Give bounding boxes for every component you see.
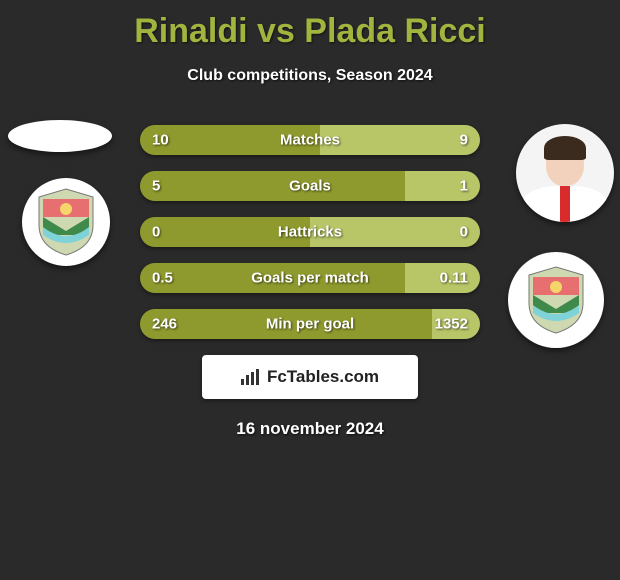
stat-row: 246 1352 Min per goal (0, 309, 620, 339)
stat-value-right: 0.11 (440, 270, 468, 287)
source-logo: FcTables.com (202, 355, 418, 399)
stat-row: 0 0 Hattricks (0, 217, 620, 247)
stat-label: Goals (289, 178, 331, 195)
stat-label: Matches (280, 132, 340, 149)
stat-label: Goals per match (251, 270, 369, 287)
page-title: Rinaldi vs Plada Ricci (0, 0, 620, 51)
stat-row: 5 1 Goals (0, 171, 620, 201)
stat-value-left: 0 (152, 224, 160, 241)
stat-bar: 246 1352 Min per goal (140, 309, 480, 339)
stat-bar-left (140, 171, 405, 201)
stat-value-right: 1 (460, 178, 468, 195)
comparison-card: Rinaldi vs Plada Ricci Club competitions… (0, 0, 620, 439)
stat-value-left: 10 (152, 132, 169, 149)
stat-value-right: 9 (460, 132, 468, 149)
stat-bar-right (405, 171, 480, 201)
stat-bar-right (320, 125, 480, 155)
stat-bar: 0.5 0.11 Goals per match (140, 263, 480, 293)
stat-label: Hattricks (278, 224, 342, 241)
stat-label: Min per goal (266, 316, 354, 333)
stats-section: 10 9 Matches 5 1 Goals 0 0 Hattricks 0.5 0.11 Goals… (0, 125, 620, 339)
stat-bar: 10 9 Matches (140, 125, 480, 155)
stat-value-left: 5 (152, 178, 160, 195)
stat-bar: 5 1 Goals (140, 171, 480, 201)
generated-date: 16 november 2024 (0, 419, 620, 439)
source-logo-text: FcTables.com (267, 367, 379, 387)
subtitle: Club competitions, Season 2024 (0, 67, 620, 85)
stat-bar: 0 0 Hattricks (140, 217, 480, 247)
stat-value-left: 246 (152, 316, 177, 333)
stat-value-left: 0.5 (152, 270, 173, 287)
barchart-icon (241, 369, 261, 385)
stat-row: 10 9 Matches (0, 125, 620, 155)
stat-value-right: 0 (460, 224, 468, 241)
stat-row: 0.5 0.11 Goals per match (0, 263, 620, 293)
stat-value-right: 1352 (435, 316, 468, 333)
